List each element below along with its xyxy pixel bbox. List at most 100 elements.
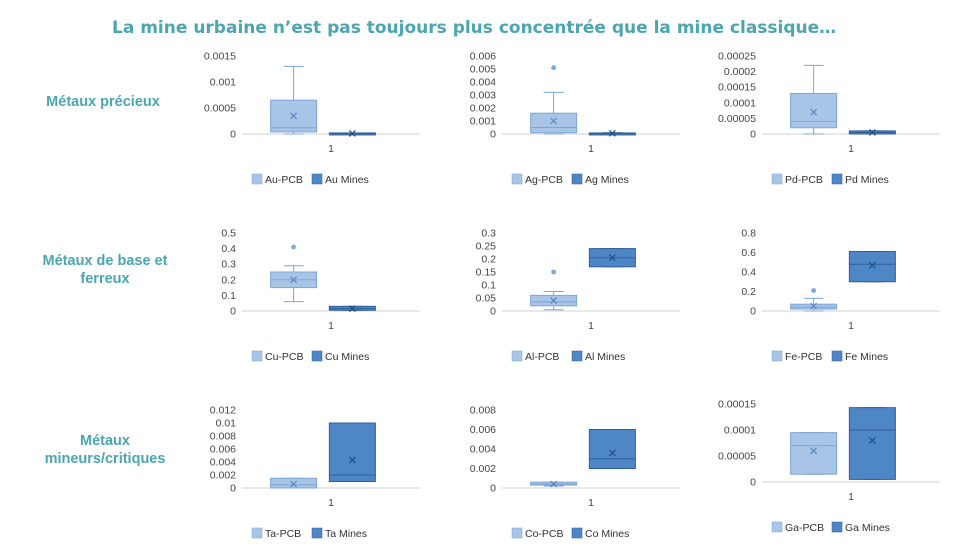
legend-label: Ga Mines (845, 522, 890, 534)
legend-label: Al Mines (585, 351, 625, 363)
legend-label: Ga-PCB (785, 522, 824, 534)
y-tick-label: 0.2 (741, 286, 756, 298)
y-tick-label: 0.2 (221, 274, 236, 286)
legend-label: Cu Mines (325, 351, 369, 363)
legend-swatch (831, 350, 843, 362)
mean-marker (550, 480, 558, 488)
y-tick-label: 0.004 (210, 457, 236, 469)
box-mines (848, 251, 896, 283)
legend-swatch (251, 527, 263, 539)
y-tick-label: 0.012 (210, 405, 236, 417)
y-tick-label: 0 (490, 129, 496, 141)
legend-swatch (251, 350, 263, 362)
mean-marker (550, 297, 558, 305)
y-tick-label: 0.8 (741, 228, 756, 240)
y-tick-label: 0.004 (470, 77, 496, 89)
box-mines (588, 429, 636, 469)
y-tick-label: 0 (230, 306, 236, 318)
mean-marker (868, 436, 876, 444)
row-label-minor-critical: Métaux mineurs/critiques (44, 433, 166, 467)
box-mines (848, 407, 896, 480)
y-tick-label: 0.00015 (718, 399, 756, 411)
mean-marker (868, 261, 876, 269)
box-iqr (270, 477, 318, 489)
y-tick-label: 0 (750, 306, 756, 318)
chart-ta: 0 0.002 0.004 0.006 0.008 0.01 0.012 1 Ta-PCB Ta … (180, 402, 425, 552)
legend-swatch (771, 521, 783, 533)
y-tick-label: 0.006 (210, 444, 236, 456)
chart-au: 0 0.0005 0.001 0.0015 1 Au-PCB Au Mines (180, 48, 425, 198)
outlier-point (291, 244, 297, 250)
box-mines (848, 129, 896, 136)
chart-cu: 0 0.1 0.2 0.3 0.4 0.5 1 Cu-PCB Cu Mines (180, 225, 425, 375)
y-tick-label: 0.006 (470, 424, 496, 436)
y-tick-label: 0.002 (470, 103, 496, 115)
legend-label: Pd Mines (845, 174, 889, 186)
y-tick-label: 0.5 (221, 228, 236, 240)
y-tick-label: 0.002 (470, 463, 496, 475)
y-tick-label: 0 (750, 129, 756, 141)
outlier-point (551, 269, 557, 275)
box-pcb (270, 477, 318, 489)
box-pcb (790, 288, 838, 312)
legend-label: Al-PCB (525, 351, 559, 363)
mean-marker (608, 254, 616, 262)
mean-marker (550, 117, 558, 125)
mean-marker (348, 130, 356, 137)
box-iqr (790, 92, 838, 129)
legend-swatch (831, 521, 843, 533)
box-pcb (790, 64, 838, 135)
y-tick-label: 0.3 (221, 259, 236, 271)
box-pcb (530, 65, 578, 135)
mean-marker (290, 112, 298, 120)
box-iqr (328, 422, 376, 482)
box-pcb (790, 432, 838, 475)
y-tick-label: 0 (230, 129, 236, 141)
mean-marker (608, 449, 616, 457)
legend-swatch (571, 527, 583, 539)
y-tick-label: 0.0001 (724, 425, 756, 437)
chart-co: 0 0.002 0.004 0.006 0.008 1 Co-PCB Co Mines (440, 402, 685, 552)
chart-pd: 0 0.00005 0.0001 0.00015 0.0002 0.00025 1 Pd-PC… (700, 48, 945, 198)
y-tick-label: 0.3 (481, 228, 496, 240)
legend-label: Fe-PCB (785, 351, 822, 363)
legend-label: Ag-PCB (525, 174, 563, 186)
y-tick-label: 0.6 (741, 247, 756, 259)
mean-marker (868, 129, 876, 136)
legend-swatch (831, 173, 843, 185)
legend-swatch (311, 173, 323, 185)
box-mines (328, 305, 376, 313)
mean-marker (810, 108, 818, 116)
box-pcb (270, 244, 318, 303)
page-title: La mine urbaine n’est pas toujours plus … (112, 18, 837, 38)
y-tick-label: 0 (490, 306, 496, 318)
x-tick-label: 1 (328, 497, 334, 509)
x-tick-label: 1 (588, 497, 594, 509)
legend-swatch (771, 350, 783, 362)
mean-marker (348, 305, 356, 313)
row-label-base-ferrous: Métaux de base et ferreux (42, 253, 168, 287)
y-tick-label: 0.0005 (204, 103, 236, 115)
y-tick-label: 0.00005 (718, 451, 756, 463)
legend-swatch (571, 173, 583, 185)
box-mines (588, 248, 636, 268)
box-iqr (530, 112, 578, 134)
box-iqr (588, 429, 636, 469)
chart-ga: 0 0.00005 0.0001 0.00015 1 Ga-PCB Ga Mines (700, 396, 945, 546)
legend-label: Au-PCB (265, 174, 303, 186)
y-tick-label: 0.003 (470, 90, 496, 102)
y-tick-label: 0.01 (216, 418, 237, 430)
legend-label: Ta-PCB (265, 528, 301, 540)
y-tick-label: 0.001 (210, 77, 236, 89)
legend-swatch (311, 527, 323, 539)
y-tick-label: 0.0001 (724, 97, 756, 109)
row-label-precious: Métaux précieux (46, 94, 160, 110)
box-pcb (530, 480, 578, 488)
x-tick-label: 1 (848, 320, 854, 332)
legend-swatch (511, 350, 523, 362)
chart-ag: 0 0.001 0.002 0.003 0.004 0.005 0.006 1 Ag-PCB Ag… (440, 48, 685, 198)
x-tick-label: 1 (328, 320, 334, 332)
box-iqr (848, 251, 896, 283)
chart-al: 0 0.05 0.1 0.15 0.2 0.25 0.3 1 Al-PCB Al Mines (440, 225, 685, 375)
y-tick-label: 0.005 (470, 64, 496, 76)
